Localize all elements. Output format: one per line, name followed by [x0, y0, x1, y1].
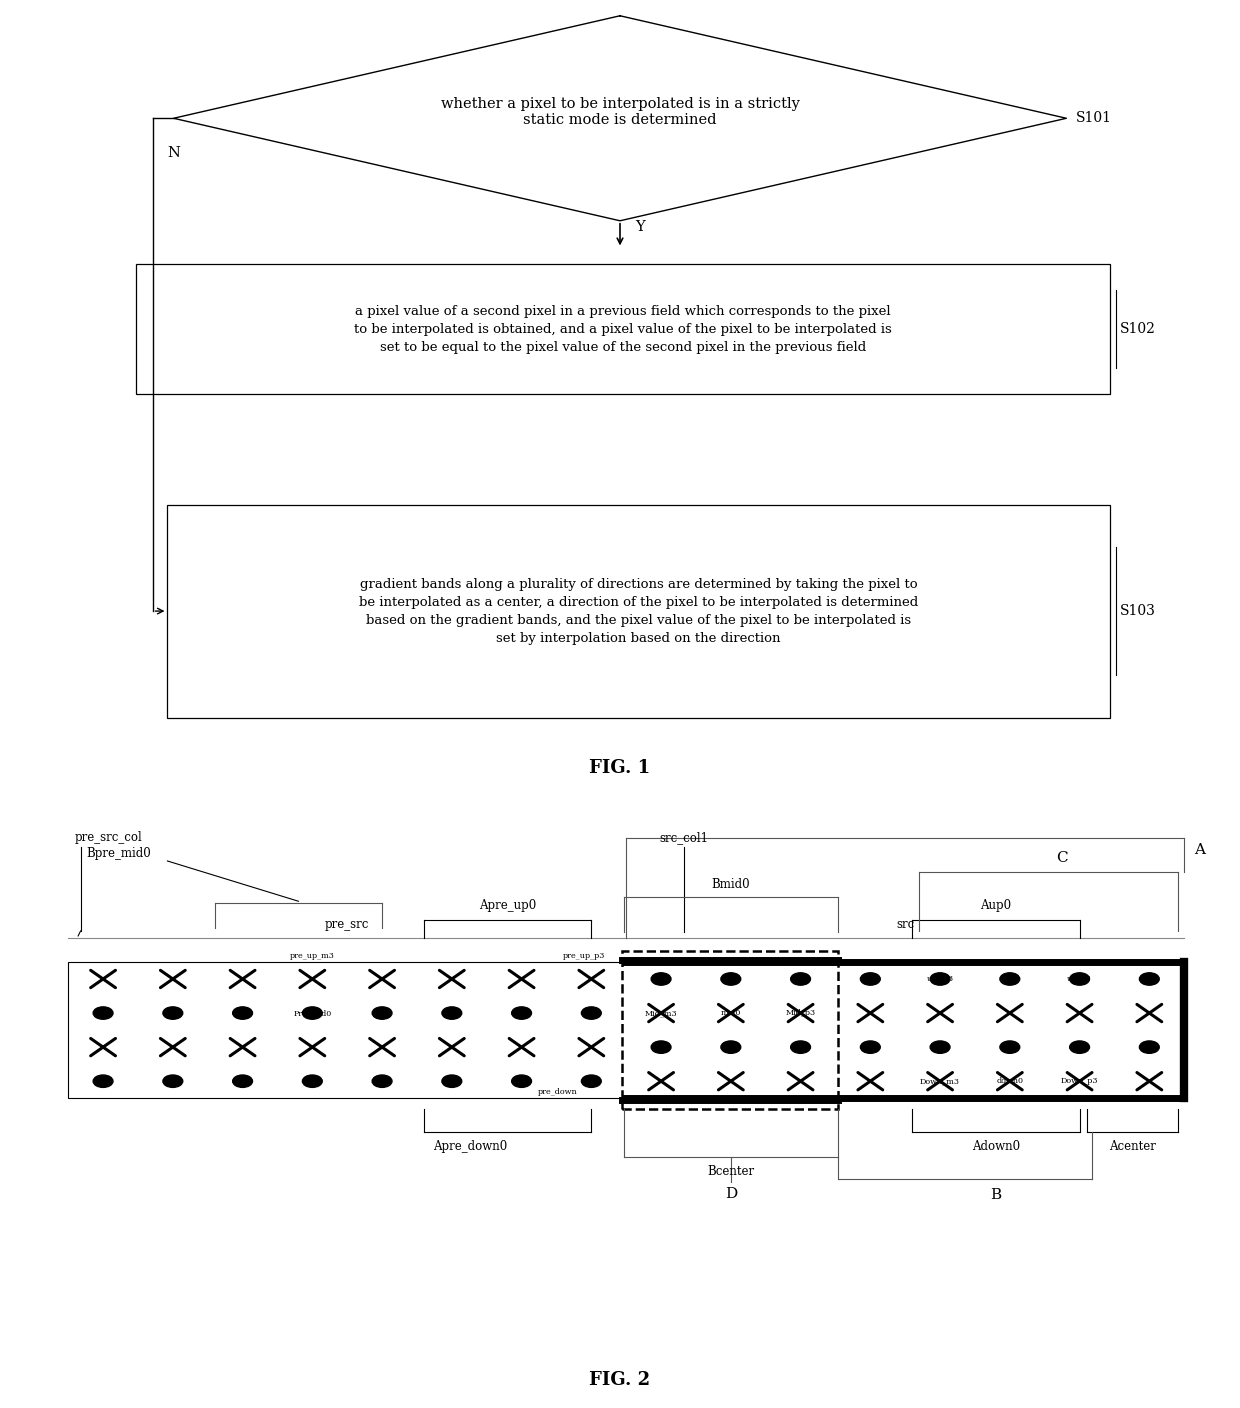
- Ellipse shape: [930, 1041, 950, 1053]
- Text: Acenter: Acenter: [1109, 1139, 1156, 1153]
- Ellipse shape: [720, 973, 740, 986]
- Text: up_p3: up_p3: [1068, 974, 1092, 983]
- Text: Mid_m3: Mid_m3: [645, 1010, 677, 1017]
- Text: pre_src_col: pre_src_col: [74, 831, 143, 845]
- Ellipse shape: [93, 1007, 113, 1019]
- Text: pre_up_m3: pre_up_m3: [290, 952, 335, 960]
- Text: FIG. 2: FIG. 2: [589, 1371, 651, 1390]
- Text: Mid_p3: Mid_p3: [785, 1010, 816, 1017]
- Text: Adown0: Adown0: [972, 1139, 1021, 1153]
- Ellipse shape: [233, 1076, 253, 1087]
- Ellipse shape: [861, 973, 880, 986]
- Text: Aup0: Aup0: [981, 900, 1012, 912]
- Ellipse shape: [441, 1007, 461, 1019]
- Ellipse shape: [1140, 1041, 1159, 1053]
- Text: Y: Y: [635, 220, 645, 234]
- Ellipse shape: [512, 1076, 532, 1087]
- Text: D: D: [724, 1187, 737, 1201]
- Ellipse shape: [1070, 1041, 1090, 1053]
- Text: a pixel value of a second pixel in a previous field which corresponds to the pix: a pixel value of a second pixel in a pre…: [355, 304, 892, 353]
- Text: Pre_mid0: Pre_mid0: [293, 1010, 331, 1017]
- Text: src_col1: src_col1: [658, 831, 708, 845]
- Text: C: C: [1055, 850, 1068, 865]
- Ellipse shape: [791, 973, 811, 986]
- Text: Bmid0: Bmid0: [712, 877, 750, 891]
- Ellipse shape: [303, 1076, 322, 1087]
- Ellipse shape: [441, 1076, 461, 1087]
- Ellipse shape: [582, 1076, 601, 1087]
- FancyBboxPatch shape: [136, 265, 1110, 394]
- Ellipse shape: [162, 1007, 182, 1019]
- Ellipse shape: [303, 1007, 322, 1019]
- Text: Apre_up0: Apre_up0: [479, 900, 536, 912]
- FancyBboxPatch shape: [167, 504, 1110, 718]
- Text: Bcenter: Bcenter: [707, 1164, 754, 1177]
- Text: pre_up_p3: pre_up_p3: [563, 952, 605, 960]
- Text: S101: S101: [1076, 111, 1112, 125]
- Ellipse shape: [791, 1041, 811, 1053]
- Text: gradient bands along a plurality of directions are determined by taking the pixe: gradient bands along a plurality of dire…: [358, 577, 919, 645]
- Text: Down_p3: Down_p3: [1061, 1077, 1099, 1086]
- Ellipse shape: [162, 1076, 182, 1087]
- Ellipse shape: [582, 1007, 601, 1019]
- Ellipse shape: [233, 1007, 253, 1019]
- Text: pre_src: pre_src: [325, 918, 370, 931]
- Text: A: A: [1194, 843, 1205, 857]
- Ellipse shape: [651, 1041, 671, 1053]
- Ellipse shape: [861, 1041, 880, 1053]
- Text: up0: up0: [1002, 974, 1018, 983]
- Text: B: B: [991, 1188, 1002, 1202]
- Ellipse shape: [999, 973, 1019, 986]
- Text: mid0: mid0: [720, 1010, 742, 1017]
- Ellipse shape: [1070, 973, 1090, 986]
- Text: S102: S102: [1120, 322, 1156, 337]
- Ellipse shape: [372, 1076, 392, 1087]
- Text: Bpre_mid0: Bpre_mid0: [87, 846, 151, 860]
- Text: src: src: [897, 918, 914, 931]
- Ellipse shape: [1140, 973, 1159, 986]
- Ellipse shape: [720, 1041, 740, 1053]
- Text: down0: down0: [996, 1077, 1023, 1086]
- Text: Apre_down0: Apre_down0: [433, 1139, 507, 1153]
- Ellipse shape: [930, 973, 950, 986]
- Ellipse shape: [999, 1041, 1019, 1053]
- Text: Down_m3: Down_m3: [920, 1077, 960, 1086]
- Text: S103: S103: [1120, 604, 1156, 618]
- Ellipse shape: [651, 973, 671, 986]
- Ellipse shape: [512, 1007, 532, 1019]
- Ellipse shape: [372, 1007, 392, 1019]
- Text: N: N: [167, 146, 180, 161]
- Text: pre_down: pre_down: [538, 1088, 578, 1095]
- Text: whether a pixel to be interpolated is in a strictly
static mode is determined: whether a pixel to be interpolated is in…: [440, 97, 800, 127]
- Text: up_m3: up_m3: [926, 974, 954, 983]
- Ellipse shape: [93, 1076, 113, 1087]
- Text: FIG. 1: FIG. 1: [589, 759, 651, 777]
